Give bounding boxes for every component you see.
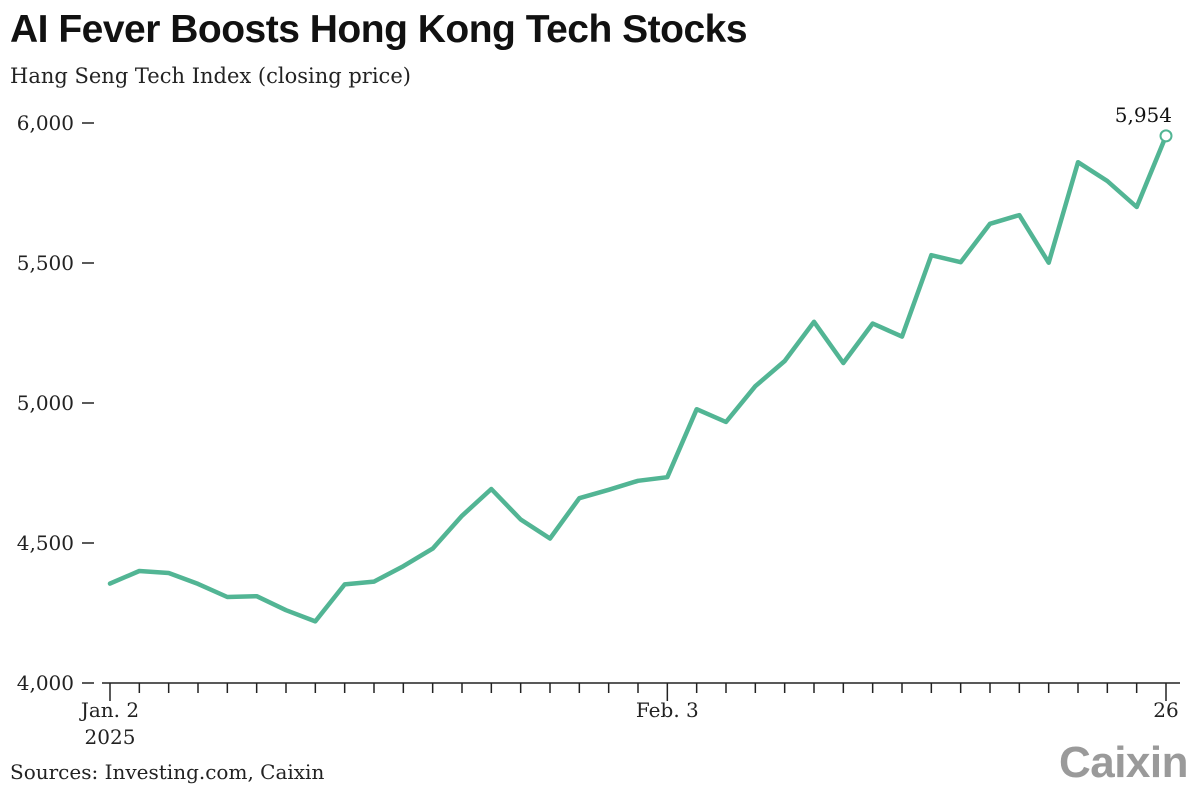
end-point-marker bbox=[1159, 129, 1173, 143]
y-tick-label: 4,000 bbox=[17, 671, 74, 695]
x-tick-label-year: 2025 bbox=[85, 725, 136, 749]
x-tick-label: Jan. 2 bbox=[79, 698, 139, 722]
y-tick-label: 6,000 bbox=[17, 111, 74, 135]
y-tick-label: 4,500 bbox=[17, 531, 74, 555]
end-value-label: 5,954 bbox=[1115, 103, 1172, 127]
y-tick-label: 5,000 bbox=[17, 391, 74, 415]
y-tick-label: 5,500 bbox=[17, 251, 74, 275]
caixin-logo: Caixin bbox=[1058, 738, 1189, 787]
chart-title: AI Fever Boosts Hong Kong Tech Stocks bbox=[10, 8, 748, 51]
x-tick-label: Feb. 3 bbox=[636, 698, 699, 722]
source-note: Sources: Investing.com, Caixin bbox=[10, 760, 325, 784]
index-line bbox=[107, 133, 1169, 624]
x-tick-label: 26 bbox=[1153, 698, 1178, 722]
chart-subtitle: Hang Seng Tech Index (closing price) bbox=[10, 64, 411, 88]
